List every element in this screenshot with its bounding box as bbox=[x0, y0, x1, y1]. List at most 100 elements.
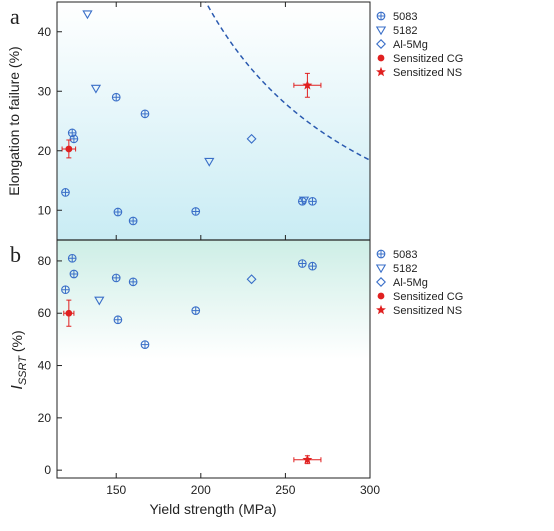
panel-b-legend: 5083 5182 Al-5Mg Sensitized CG Sensitized NS bbox=[375, 249, 463, 317]
panel-a: 10 20 30 40 5083 5182 Al-5Mg Sensitized CG Sens… bbox=[6, 2, 463, 240]
legend-marker-b-5083-cross bbox=[377, 250, 385, 258]
x-tick-label-250: 250 bbox=[275, 483, 295, 497]
point-b-5083-7-cross bbox=[191, 306, 200, 315]
point-a-5182-3 bbox=[298, 196, 310, 206]
panel-a-y-ticks: 10 20 30 40 bbox=[38, 25, 62, 217]
legend-label-b-5182: 5182 bbox=[393, 263, 417, 275]
y-tick-label-a-10: 10 bbox=[38, 203, 52, 217]
point-b-5083-9 bbox=[308, 261, 317, 271]
point-a-5182-2 bbox=[204, 157, 215, 167]
panel-a-y-axis-title: Elongation to failure (%) bbox=[6, 46, 22, 195]
point-a-5083-4-cross bbox=[114, 208, 122, 216]
x-tick-label-300: 300 bbox=[360, 483, 380, 497]
point-a-sensitized-cg-0 bbox=[65, 145, 73, 153]
legend-marker-b-al-5mg bbox=[376, 277, 386, 287]
y-tick-label-b-20: 20 bbox=[38, 411, 52, 425]
legend-marker-a-sensitized-cg bbox=[377, 54, 385, 62]
y-tick-label-a-20: 20 bbox=[38, 144, 52, 158]
y-title-unit: (%) bbox=[9, 330, 25, 356]
point-a-5083-2-cross bbox=[70, 135, 78, 143]
legend-label-a-al-5mg: Al-5Mg bbox=[393, 39, 428, 51]
x-tick-label-200: 200 bbox=[191, 483, 211, 497]
panel-a-letter: a bbox=[10, 4, 20, 29]
point-a-5083-9 bbox=[308, 196, 317, 206]
legend-label-b-sensitized-ns: Sensitized NS bbox=[393, 305, 462, 317]
legend-marker-a-al-5mg bbox=[376, 39, 386, 49]
trend-curve-a bbox=[204, 2, 370, 161]
point-a-5083-4 bbox=[113, 207, 123, 217]
legend-marker-b-sensitized-cg bbox=[377, 292, 385, 300]
point-a-5182-1 bbox=[90, 84, 102, 94]
point-a-5083-2 bbox=[69, 134, 79, 144]
point-a-5083-9-cross bbox=[308, 197, 317, 206]
x-tick-label-150: 150 bbox=[106, 483, 126, 497]
point-b-5182-0 bbox=[94, 296, 105, 306]
panel-a-marks bbox=[61, 2, 370, 226]
panel-b-y-ticks: 0 20 40 60 80 bbox=[38, 254, 62, 477]
point-b-5083-8 bbox=[297, 259, 307, 268]
panel-b-background bbox=[57, 240, 370, 478]
panel-a-legend: 5083 5182 Al-5Mg Sensitized CG Sensitized NS bbox=[375, 11, 463, 79]
point-b-sensitized-cg-0 bbox=[65, 309, 73, 317]
point-b-5083-5 bbox=[128, 277, 138, 287]
y-tick-label-b-40: 40 bbox=[38, 359, 52, 373]
point-b-5083-8-cross bbox=[298, 259, 307, 268]
y-tick-label-a-40: 40 bbox=[38, 25, 52, 39]
legend-label-a-5182: 5182 bbox=[393, 25, 417, 37]
legend-marker-b-sensitized-ns bbox=[376, 304, 386, 315]
point-a-al-5mg-0 bbox=[246, 133, 257, 144]
point-b-5083-4-cross bbox=[114, 315, 122, 324]
point-a-5083-3 bbox=[111, 92, 121, 102]
point-a-5083-5-cross bbox=[129, 217, 137, 225]
point-a-5083-7-cross bbox=[191, 207, 200, 216]
point-b-5083-0 bbox=[61, 285, 70, 295]
point-b-5083-2 bbox=[69, 269, 79, 279]
point-b-5083-2-cross bbox=[70, 270, 78, 278]
point-a-5083-0 bbox=[61, 188, 70, 197]
y-tick-label-b-60: 60 bbox=[38, 306, 52, 320]
legend-label-b-sensitized-cg: Sensitized CG bbox=[393, 291, 463, 303]
panel-b: 0 20 40 60 80 150 200 250 300 5083 5182 Al-5Mg Sen… bbox=[9, 2, 463, 517]
panel-a-background bbox=[57, 2, 370, 240]
legend-label-a-sensitized-ns: Sensitized NS bbox=[393, 67, 462, 79]
point-b-5083-7 bbox=[191, 306, 201, 315]
point-a-5083-3-cross bbox=[112, 93, 121, 101]
point-a-5083-5 bbox=[128, 216, 138, 226]
y-tick-label-b-0: 0 bbox=[44, 463, 51, 477]
legend-marker-b-5182 bbox=[375, 264, 387, 274]
point-b-5083-3-cross bbox=[112, 274, 121, 282]
x-axis-title: Yield strength (MPa) bbox=[149, 501, 276, 517]
point-a-5083-0-cross bbox=[61, 188, 70, 197]
panel-b-y-axis-title: ISSRT (%) bbox=[9, 330, 29, 389]
point-a-5083-6 bbox=[140, 109, 150, 119]
point-b-5083-1 bbox=[67, 253, 77, 263]
legend-marker-b-5083 bbox=[376, 249, 386, 259]
point-b-5083-9-cross bbox=[308, 262, 317, 270]
legend-marker-a-5083-cross bbox=[377, 12, 385, 20]
y-tick-label-a-30: 30 bbox=[38, 84, 52, 98]
legend-label-b-al-5mg: Al-5Mg bbox=[393, 277, 428, 289]
legend-marker-a-5182 bbox=[375, 26, 387, 36]
point-a-5182-0 bbox=[82, 10, 93, 20]
y-title-main: I bbox=[9, 385, 26, 390]
legend-marker-a-sensitized-ns bbox=[376, 66, 386, 77]
point-a-5083-1 bbox=[67, 128, 77, 138]
point-b-5083-1-cross bbox=[68, 254, 77, 263]
point-b-5083-3 bbox=[111, 273, 121, 283]
point-b-5083-4 bbox=[113, 315, 123, 325]
legend-label-a-sensitized-cg: Sensitized CG bbox=[393, 53, 463, 65]
panel-b-letter: b bbox=[10, 242, 21, 267]
x-axis-ticks: 150 200 250 300 bbox=[106, 2, 380, 497]
legend-marker-a-5083 bbox=[376, 11, 386, 21]
point-b-5083-6 bbox=[140, 340, 150, 349]
legend-label-a-5083: 5083 bbox=[393, 11, 417, 23]
point-b-5083-5-cross bbox=[129, 278, 137, 286]
y-title-sub: SSRT bbox=[17, 355, 29, 385]
point-b-al-5mg-0 bbox=[246, 274, 257, 285]
y-tick-label-b-80: 80 bbox=[38, 254, 52, 268]
legend-label-b-5083: 5083 bbox=[393, 249, 417, 261]
point-a-5083-7 bbox=[191, 207, 201, 216]
point-b-5083-0-cross bbox=[61, 285, 70, 294]
point-a-5083-6-cross bbox=[141, 110, 149, 118]
